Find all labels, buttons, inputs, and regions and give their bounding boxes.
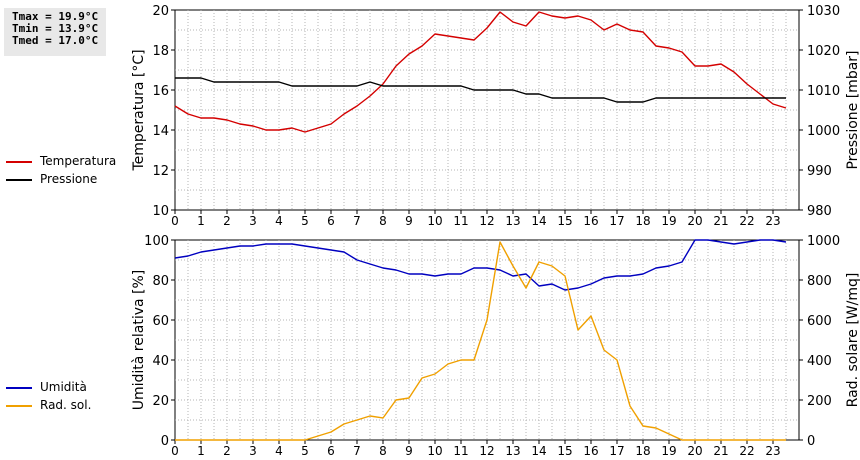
chart-top-ytick-label-4: 18 [152,44,169,59]
legend-label-radiation: Rad. sol. [40,398,92,412]
chart-bottom-xtick-label-2: 2 [223,444,231,458]
chart-bottom-ylabel-right: Rad. solare [W/mq] [845,273,860,408]
chart-top-xtick-label-10: 10 [427,214,442,228]
chart-top-xtick-label-4: 4 [275,214,283,228]
chart-top-xtick-label-9: 9 [405,214,413,228]
chart-bottom-xtick-label-1: 1 [197,444,205,458]
chart-bottom-ytick-label-5: 100 [144,234,169,249]
chart-bottom-xtick-label-0: 0 [171,444,179,458]
chart-top-ytick-label-1: 12 [152,164,169,179]
chart-top-xtick-label-11: 11 [453,214,468,228]
chart-bottom-xtick-label-8: 8 [379,444,387,458]
chart-bottom-ytick-label-0: 0 [161,434,169,449]
chart-bottom-ylabel: Umidità relativa [%] [131,270,147,411]
chart-top-ylabel: Temperatura [°C] [131,49,147,171]
legend-swatch-radiation [6,405,32,407]
chart-top-series-temperature [174,11,787,133]
chart-bottom-ytick-right-label-4: 800 [807,274,832,289]
chart-top-xtick-label-19: 19 [661,214,676,228]
chart-top-ytick-right-label-3: 1010 [807,84,840,99]
tmax-label: Tmax = 19.9°C [12,10,99,23]
chart-top-xtick-label-5: 5 [301,214,309,228]
tmed-label: Tmed = 17.0°C [12,34,99,47]
chart-bottom-ytick-label-4: 80 [152,274,169,289]
chart-bottom-ytick-right-label-3: 600 [807,314,832,329]
chart-bottom-xtick-label-21: 21 [713,444,728,458]
chart-top-xtick-label-18: 18 [635,214,650,228]
chart-bottom-ytick-right-label-1: 200 [807,394,832,409]
chart-top-xtick-label-13: 13 [505,214,520,228]
chart-top-ytick-right-label-2: 1000 [807,124,840,139]
chart-top-xtick-label-7: 7 [353,214,361,228]
chart-bottom-xtick-label-19: 19 [661,444,676,458]
chart-bottom-xtick-label-13: 13 [505,444,520,458]
chart-bottom-xtick-label-10: 10 [427,444,442,458]
legend-label-pressure: Pressione [40,172,98,186]
chart-bottom-xtick-label-18: 18 [635,444,650,458]
chart-top-xtick-label-1: 1 [197,214,205,228]
chart-top-xtick-label-22: 22 [739,214,754,228]
chart-top-ytick-right-label-1: 990 [807,164,832,179]
chart-bottom-xtick-label-16: 16 [583,444,598,458]
chart-bottom-xtick-label-11: 11 [453,444,468,458]
chart-top-xtick-label-12: 12 [479,214,494,228]
chart-bottom-xtick-label-9: 9 [405,444,413,458]
chart-bottom-xtick-label-3: 3 [249,444,257,458]
chart-bottom-ytick-label-3: 60 [152,314,169,329]
chart-top-series-pressure [175,77,786,103]
chart-bottom-ytick-right-label-5: 1000 [807,234,840,249]
chart-bottom-xtick-label-15: 15 [557,444,572,458]
chart-bottom-xtick-label-4: 4 [275,444,283,458]
chart-top-xtick-label-15: 15 [557,214,572,228]
chart-top-xtick-label-6: 6 [327,214,335,228]
chart-top-ytick-label-2: 14 [152,124,169,139]
chart-top-ytick-label-0: 10 [152,204,169,219]
legend-swatch-pressure [6,179,32,181]
chart-bottom-series-humidity [174,239,787,291]
chart-top-xtick-label-17: 17 [609,214,624,228]
legend-swatch-temperature [6,161,32,163]
chart-top-xtick-label-0: 0 [171,214,179,228]
chart-top-xtick-label-2: 2 [223,214,231,228]
chart-bottom-ytick-label-1: 20 [152,394,169,409]
chart-bottom-xtick-label-5: 5 [301,444,309,458]
chart-bottom-xtick-label-17: 17 [609,444,624,458]
chart-bottom-xtick-label-6: 6 [327,444,335,458]
chart-top-ylabel-right: Pressione [mbar] [845,50,860,169]
chart-bottom-xtick-label-7: 7 [353,444,361,458]
chart-bottom-ytick-label-2: 40 [152,354,169,369]
chart-bottom-xtick-label-12: 12 [479,444,494,458]
legend-label-humidity: Umidità [40,380,87,394]
chart-top-xtick-label-20: 20 [687,214,702,228]
chart-bottom-ytick-right-label-2: 400 [807,354,832,369]
tmin-label: Tmin = 13.9°C [12,22,99,35]
chart-bottom-xtick-label-20: 20 [687,444,702,458]
chart-top-ytick-right-label-4: 1020 [807,44,840,59]
chart-bottom-xtick-label-23: 23 [765,444,780,458]
chart-top-xtick-label-21: 21 [713,214,728,228]
chart-top-xtick-label-14: 14 [531,214,546,228]
legend-label-temperature: Temperatura [40,154,117,168]
chart-bottom-ytick-right-label-0: 0 [807,434,815,449]
chart-top-ytick-right-label-0: 980 [807,204,832,219]
chart-bottom-xtick-label-14: 14 [531,444,546,458]
legend-swatch-humidity [6,387,32,389]
chart-top-ytick-label-5: 20 [152,4,169,19]
chart-top-xtick-label-3: 3 [249,214,257,228]
chart-top-ytick-right-label-5: 1030 [807,4,840,19]
chart-top-xtick-label-8: 8 [379,214,387,228]
chart-top-xtick-label-23: 23 [765,214,780,228]
chart-bottom-xtick-label-22: 22 [739,444,754,458]
chart-bottom-series-radiation [175,241,786,441]
chart-top-ytick-label-3: 16 [152,84,169,99]
chart-top-xtick-label-16: 16 [583,214,598,228]
stats-box: Tmax = 19.9°C Tmin = 13.9°C Tmed = 17.0°… [4,8,106,56]
